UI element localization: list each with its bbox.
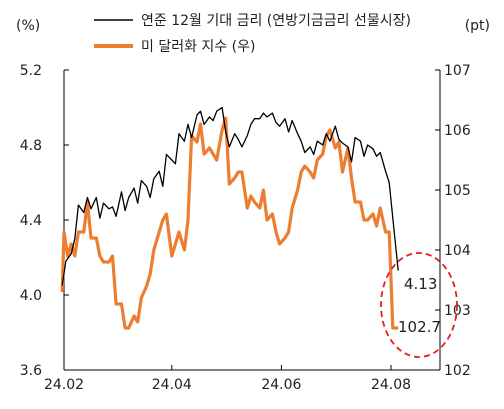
right-axis-unit: (pt): [465, 18, 490, 34]
left-tick-label: 5.2: [20, 63, 42, 79]
legend-dollar-label: 미 달러화 지수 (우): [141, 39, 255, 55]
right-tick-label: 102: [444, 363, 471, 379]
left-tick-label: 4.0: [20, 288, 42, 304]
end-label-rate: 4.13: [404, 275, 437, 293]
legend: 연준 12월 기대 금리 (연방기금금리 선물시장) 미 달러화 지수 (우): [94, 13, 411, 55]
left-axis-unit: (%): [16, 18, 40, 34]
left-tick-label: 4.4: [20, 213, 42, 229]
highlight-circle: [380, 252, 458, 358]
dollar-index-line: [60, 116, 399, 330]
left-tick-label: 4.8: [20, 138, 42, 154]
axes: 3.6 4.0 4.4 4.8 5.2 102 103 104 105 106 107 24.02 24…: [20, 63, 471, 393]
right-tick-label: 105: [444, 183, 471, 199]
legend-rate-label: 연준 12월 기대 금리 (연방기금금리 선물시장): [141, 13, 411, 29]
series-lines: [60, 106, 399, 330]
x-tick-label: 24.04: [152, 377, 192, 393]
right-tick-label: 106: [444, 123, 471, 139]
left-tick-label: 3.6: [20, 363, 42, 379]
x-tick-label: 24.02: [44, 377, 84, 393]
x-tick-label: 24.06: [261, 377, 301, 393]
right-tick-label: 103: [444, 303, 471, 319]
rate-expectation-line: [61, 106, 399, 286]
x-tick-label: 24.08: [371, 377, 411, 393]
right-tick-label: 104: [444, 243, 471, 259]
right-tick-label: 107: [444, 63, 471, 79]
end-label-dollar: 102.7: [398, 318, 441, 336]
